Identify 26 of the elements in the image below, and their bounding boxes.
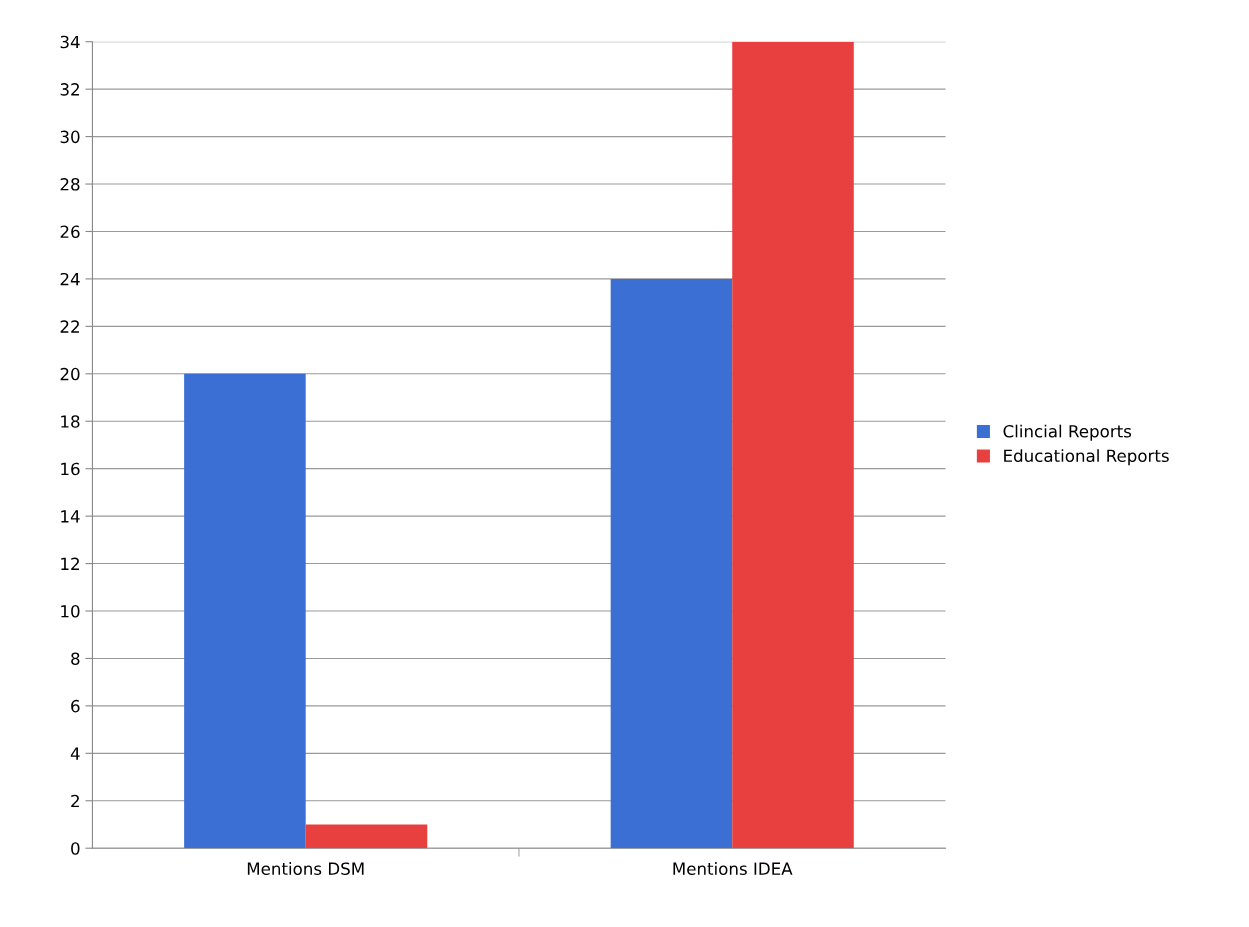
y-tick-label: 14 xyxy=(61,510,80,523)
x-tick-label: Mentions DSM xyxy=(247,862,364,875)
y-tick-label: 28 xyxy=(60,178,80,191)
y-tick-label: 0 xyxy=(71,842,80,855)
y-tick-label: 32 xyxy=(60,83,79,96)
bar xyxy=(732,41,854,849)
y-tick-label: 20 xyxy=(60,367,80,381)
y-tick-label: 16 xyxy=(61,462,80,476)
y-tick-label: 10 xyxy=(61,604,80,618)
y-tick-label: 24 xyxy=(60,272,80,286)
legend-label: Educational Reports xyxy=(1004,449,1169,466)
y-tick-label: 22 xyxy=(60,320,79,333)
y-tick-label: 30 xyxy=(60,130,80,144)
bar xyxy=(610,278,733,849)
y-tick-label: 18 xyxy=(61,415,80,428)
legend-label: Clincial Reports xyxy=(1003,424,1132,441)
y-tick-label: 6 xyxy=(71,699,80,713)
y-tick-label: 26 xyxy=(60,225,80,239)
x-tick-label: Mentions IDEA xyxy=(673,862,793,875)
bar xyxy=(184,373,306,849)
y-tick-label: 12 xyxy=(61,557,79,570)
y-tick-label: 34 xyxy=(60,35,80,49)
y-tick-label: 8 xyxy=(71,652,80,666)
y-tick-label: 2 xyxy=(71,794,79,808)
y-tick-label: 4 xyxy=(70,747,80,760)
bar xyxy=(305,824,428,849)
